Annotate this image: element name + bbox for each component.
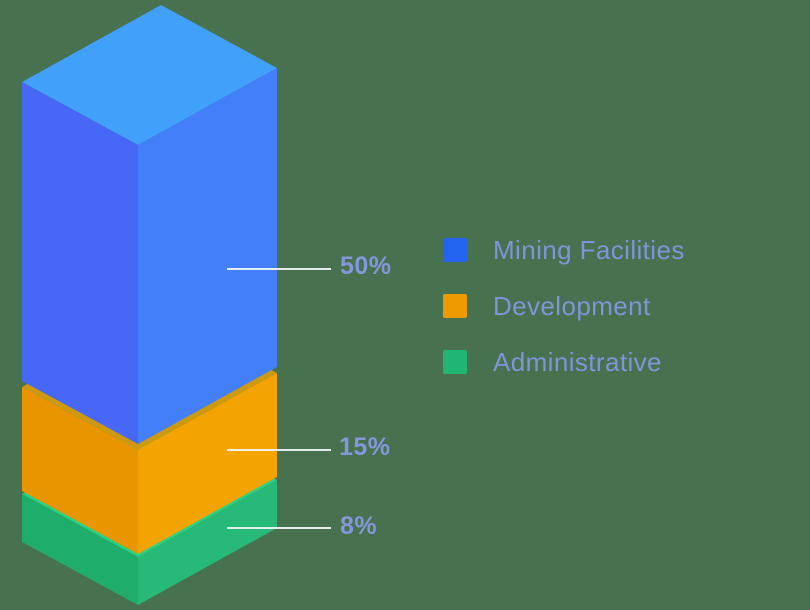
legend-item-mining-facilities: Mining Facilities (443, 235, 685, 265)
administrative-left-face (22, 494, 138, 605)
administrative-right-face (138, 480, 277, 605)
legend-label-mining-facilities: Mining Facilities (493, 234, 685, 265)
development-left-face (22, 387, 138, 554)
value-label-administrative: 8% (340, 512, 377, 540)
legend-item-development: Development (443, 291, 685, 321)
mining-facilities-left-face (22, 82, 138, 444)
chart-legend: Mining Facilities Development Administra… (443, 235, 685, 377)
value-label-mining-facilities: 50% (340, 252, 392, 280)
legend-item-administrative: Administrative (443, 347, 685, 377)
legend-swatch-mining-facilities (443, 238, 467, 262)
legend-swatch-administrative (443, 350, 467, 374)
value-label-development: 15% (339, 433, 391, 461)
mining-facilities-top-face (22, 5, 277, 145)
legend-label-administrative: Administrative (493, 346, 662, 377)
legend-swatch-development (443, 294, 467, 318)
legend-label-development: Development (493, 290, 651, 321)
development-right-face (138, 373, 277, 554)
mining-facilities-right-face (138, 68, 277, 444)
segment-mining-facilities (22, 5, 277, 444)
